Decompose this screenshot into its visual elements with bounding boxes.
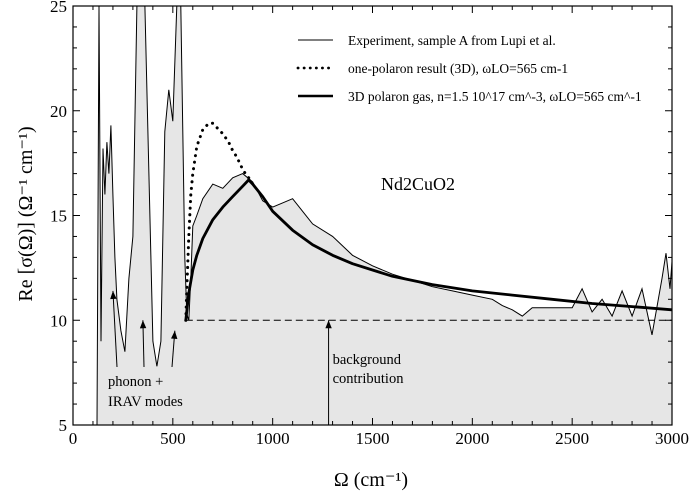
x-tick-label: 2500 <box>555 429 589 448</box>
legend: Experiment, sample A from Lupi et al. on… <box>296 33 642 104</box>
phonon-annotation-text: phonon + <box>108 374 163 390</box>
x-tick-label: 500 <box>160 429 186 448</box>
background-arrow-head <box>325 320 332 329</box>
legend-label-polaron-gas: 3D polaron gas, n=1.5 10^17 cm^-3, ωLO=5… <box>348 89 642 104</box>
phonon-arrow-head <box>171 330 178 339</box>
y-tick-label: 20 <box>50 102 67 121</box>
series-layer <box>96 6 672 425</box>
legend-label-experiment: Experiment, sample A from Lupi et al. <box>348 33 556 48</box>
phonon-arrow-head <box>110 290 117 300</box>
y-tick-label: 25 <box>50 0 67 16</box>
x-axis-label: Ω (cm⁻¹) <box>334 469 408 491</box>
one-polaron-line <box>184 121 251 322</box>
background-annotation-text: background <box>333 352 402 368</box>
x-tick-label: 2000 <box>455 429 489 448</box>
phonon-annotation-text: IRAV modes <box>108 394 183 410</box>
legend-label-one-polaron: one-polaron result (3D), ωLO=565 cm-1 <box>348 61 568 76</box>
y-tick-label: 15 <box>50 207 67 226</box>
experiment-line <box>96 6 672 425</box>
y-axis-label: Re [σ(Ω)] (Ω⁻¹ cm⁻¹) <box>15 126 37 301</box>
x-tick-label: 1000 <box>256 429 290 448</box>
phonon-arrow <box>112 290 118 368</box>
background-annotation-text: contribution <box>333 371 405 387</box>
x-tick-label: 0 <box>69 429 78 448</box>
y-tick-label: 10 <box>50 311 67 330</box>
y-tick-label: 5 <box>59 416 68 435</box>
phonon-arrow-head <box>139 320 147 329</box>
x-tick-label: 1500 <box>356 429 390 448</box>
x-tick-label: 3000 <box>655 429 689 448</box>
polaron-gas-line <box>184 178 672 321</box>
ticks: 0 500 1000 1500 2000 2500 3000 5 10 15 20 25 <box>50 0 689 448</box>
compound-label: Nd2CuO2 <box>381 174 455 194</box>
annotation-layer: phonon + IRAV modes background contribution <box>108 290 405 425</box>
